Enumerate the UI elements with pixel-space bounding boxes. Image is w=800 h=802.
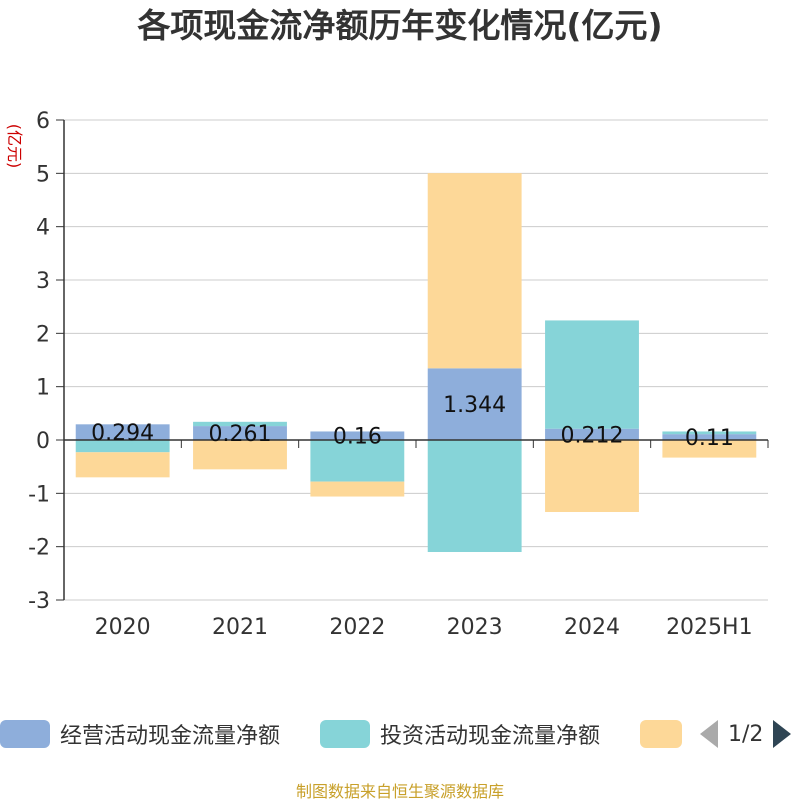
x-tick-label: 2021: [212, 615, 268, 640]
legend-item-investing[interactable]: 投资活动现金流量净额: [320, 712, 600, 756]
y-axis-label: (亿元): [5, 124, 24, 169]
legend-next-page-icon[interactable]: [773, 720, 792, 748]
x-tick-label: 2020: [95, 615, 151, 640]
data-label: 1.344: [443, 393, 506, 418]
x-tick-label: 2024: [564, 615, 620, 640]
y-tick-label: 1: [36, 376, 50, 401]
bar-series2-2025H1[interactable]: [662, 440, 757, 458]
legend-pager: 1/2: [700, 712, 792, 756]
legend: 经营活动现金流量净额 投资活动现金流量净额 1/2: [0, 712, 800, 756]
y-tick-label: 0: [36, 429, 50, 454]
data-label: 0.294: [91, 421, 154, 446]
legend-label: 经营活动现金流量净额: [60, 724, 281, 749]
legend-swatch: [640, 720, 682, 748]
y-tick-label: -1: [28, 482, 50, 507]
bar-series1-2021[interactable]: [193, 421, 287, 427]
x-tick-label: 2025H1: [666, 615, 753, 640]
bar-series0-2024[interactable]: [545, 428, 639, 440]
x-tick-label: 2023: [447, 615, 503, 640]
axes: 6 5 4 3 2 1 0 -1 -2 -3 2020 2021 2022 2023 2024 2025H1: [28, 109, 769, 640]
y-tick-label: 2: [36, 322, 50, 347]
data-label: 0.11: [685, 426, 734, 451]
bar-series0-2023[interactable]: [427, 368, 522, 440]
y-tick-label: 4: [36, 216, 50, 241]
bar-series2-2023[interactable]: [427, 173, 522, 369]
bar-series2-2022[interactable]: [310, 481, 405, 497]
y-tick-label: 6: [36, 109, 50, 134]
data-label: 0.16: [333, 425, 382, 450]
bar-series1-2024[interactable]: [545, 320, 639, 429]
legend-item-financing[interactable]: [640, 712, 682, 756]
bar-series1-2020[interactable]: [75, 440, 170, 453]
y-tick-label: -3: [28, 589, 50, 614]
data-labels: 0.294 0.261 0.16 1.344 0.212 0.11: [91, 393, 734, 451]
y-tick-label: 3: [36, 269, 50, 294]
legend-label: 投资活动现金流量净额: [380, 724, 601, 749]
bar-series0-2025H1[interactable]: [662, 434, 757, 440]
chart-title: 各项现金流净额历年变化情况(亿元): [137, 6, 663, 45]
data-label: 0.261: [209, 422, 272, 447]
x-tick-label: 2022: [329, 615, 385, 640]
bar-series1-2025H1[interactable]: [662, 431, 757, 435]
bar-series0-2021[interactable]: [193, 426, 287, 440]
data-label: 0.212: [561, 423, 624, 448]
legend-prev-page-icon[interactable]: [700, 720, 718, 748]
legend-swatch: [0, 720, 50, 748]
y-tick-label: -2: [28, 536, 50, 561]
legend-swatch: [320, 720, 370, 748]
bars: [75, 173, 757, 552]
bar-series1-2023[interactable]: [427, 440, 522, 552]
y-tick-label: 5: [36, 162, 50, 187]
source-note: 制图数据来自恒生聚源数据库: [295, 782, 504, 801]
grid-lines: [64, 119, 768, 601]
legend-page-indicator: 1/2: [728, 721, 764, 747]
bar-series0-2020[interactable]: [75, 424, 170, 440]
bar-series2-2021[interactable]: [193, 440, 287, 470]
bar-series1-2022[interactable]: [310, 440, 405, 482]
bar-series0-2022[interactable]: [310, 431, 405, 440]
bar-series2-2024[interactable]: [545, 440, 639, 512]
legend-item-operating[interactable]: 经营活动现金流量净额: [0, 712, 280, 756]
bar-series2-2020[interactable]: [75, 452, 170, 478]
